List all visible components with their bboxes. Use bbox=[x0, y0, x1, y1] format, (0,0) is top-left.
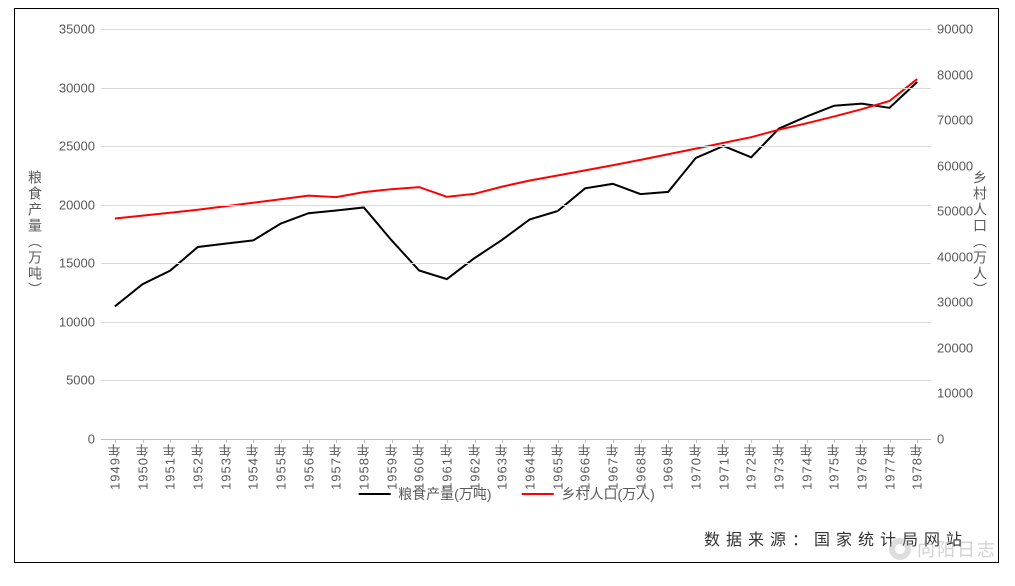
x-tick-label: 1956年 bbox=[299, 443, 318, 490]
x-tick-label: 1962年 bbox=[465, 443, 484, 490]
chart-lines-svg bbox=[101, 29, 931, 439]
legend: 粮食产量(万吨) 乡村人口(万人) bbox=[358, 484, 655, 504]
x-tick-label: 1968年 bbox=[631, 443, 650, 490]
gridline bbox=[101, 88, 931, 89]
y1-tick-label: 35000 bbox=[59, 22, 95, 37]
plot-area: 0500010000150002000025000300003500001000… bbox=[101, 29, 931, 440]
x-tick-label: 1954年 bbox=[244, 443, 263, 490]
y1-tick-label: 10000 bbox=[59, 314, 95, 329]
legend-item: 乡村人口(万人) bbox=[522, 484, 655, 504]
x-tick-label: 1958年 bbox=[354, 443, 373, 490]
y1-tick-label: 0 bbox=[88, 432, 95, 447]
y1-tick-label: 20000 bbox=[59, 197, 95, 212]
y2-tick-label: 0 bbox=[937, 432, 944, 447]
x-tick-label: 1977年 bbox=[880, 443, 899, 490]
series-line bbox=[115, 82, 917, 306]
y2-tick-label: 20000 bbox=[937, 340, 973, 355]
y1-tick-label: 5000 bbox=[66, 373, 95, 388]
gridline bbox=[101, 29, 931, 30]
x-tick-label: 1978年 bbox=[908, 443, 927, 490]
x-tick-label: 1952年 bbox=[188, 443, 207, 490]
legend-item: 粮食产量(万吨) bbox=[358, 484, 491, 504]
y2-tick-label: 50000 bbox=[937, 204, 973, 219]
x-tick-label: 1973年 bbox=[769, 443, 788, 490]
x-tick-label: 1955年 bbox=[271, 443, 290, 490]
y1-axis-label: 粮食产量（万吨） bbox=[25, 170, 45, 298]
x-tick-label: 1957年 bbox=[327, 443, 346, 490]
y2-tick-label: 80000 bbox=[937, 67, 973, 82]
y1-tick-label: 15000 bbox=[59, 256, 95, 271]
x-tick-label: 1967年 bbox=[603, 443, 622, 490]
x-tick-label: 1964年 bbox=[520, 443, 539, 490]
gridline bbox=[101, 322, 931, 323]
y2-axis-label: 乡村人口（万人） bbox=[970, 170, 990, 298]
x-tick-label: 1953年 bbox=[216, 443, 235, 490]
y2-tick-label: 30000 bbox=[937, 295, 973, 310]
gridline bbox=[101, 263, 931, 264]
legend-swatch bbox=[522, 493, 554, 495]
x-tick-label: 1975年 bbox=[825, 443, 844, 490]
x-tick-label: 1960年 bbox=[410, 443, 429, 490]
x-tick-label: 1972年 bbox=[742, 443, 761, 490]
y1-tick-label: 30000 bbox=[59, 80, 95, 95]
x-tick-label: 1959年 bbox=[382, 443, 401, 490]
x-tick-label: 1965年 bbox=[548, 443, 567, 490]
x-tick-label: 1966年 bbox=[576, 443, 595, 490]
x-tick-label: 1963年 bbox=[493, 443, 512, 490]
x-tick-label: 1970年 bbox=[686, 443, 705, 490]
gridline bbox=[101, 380, 931, 381]
y2-tick-label: 70000 bbox=[937, 113, 973, 128]
x-tick-label: 1950年 bbox=[133, 443, 152, 490]
x-tick-label: 1969年 bbox=[659, 443, 678, 490]
y2-tick-label: 40000 bbox=[937, 249, 973, 264]
x-tick-label: 1974年 bbox=[797, 443, 816, 490]
watermark: 向阳日志 bbox=[889, 536, 997, 562]
x-tick-label: 1951年 bbox=[161, 443, 180, 490]
chart-container: 粮食产量（万吨） 乡村人口（万人） 0500010000150002000025… bbox=[14, 8, 999, 563]
legend-label: 粮食产量(万吨) bbox=[398, 484, 491, 504]
x-tick-label: 1961年 bbox=[437, 443, 456, 490]
watermark-text: 向阳日志 bbox=[917, 536, 997, 562]
y1-tick-label: 25000 bbox=[59, 139, 95, 154]
legend-label: 乡村人口(万人) bbox=[562, 484, 655, 504]
y2-tick-label: 90000 bbox=[937, 22, 973, 37]
legend-swatch bbox=[358, 493, 390, 495]
y2-tick-label: 60000 bbox=[937, 158, 973, 173]
gridline bbox=[101, 205, 931, 206]
x-tick-label: 1976年 bbox=[852, 443, 871, 490]
wechat-icon bbox=[889, 538, 911, 560]
gridline bbox=[101, 146, 931, 147]
x-tick-label: 1949年 bbox=[105, 443, 124, 490]
series-line bbox=[115, 79, 917, 218]
y2-tick-label: 10000 bbox=[937, 386, 973, 401]
x-tick-label: 1971年 bbox=[714, 443, 733, 490]
